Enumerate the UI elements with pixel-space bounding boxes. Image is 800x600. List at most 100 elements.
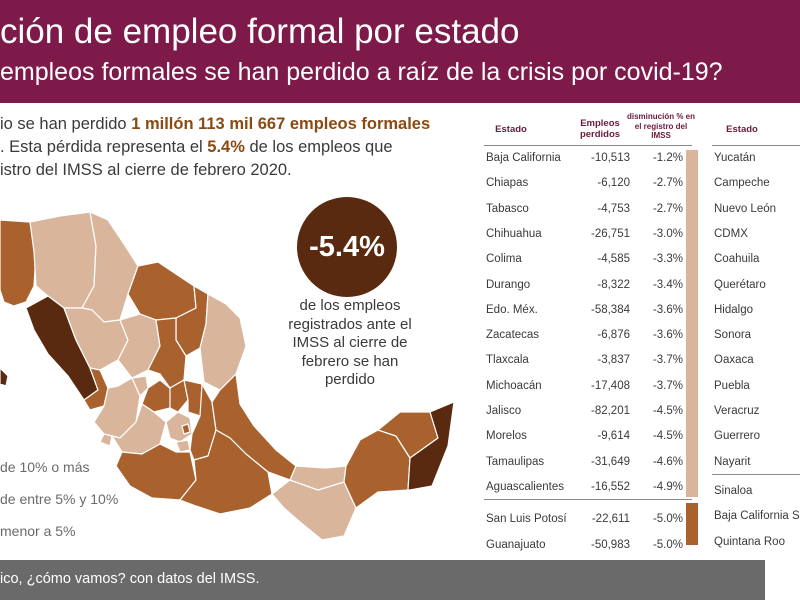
table1-cell-empleos: -10,513 [590,152,630,164]
intro-line-1: io se han perdido 1 millón 113 mil 667 e… [0,113,460,136]
intro-text-1a: io se han perdido [0,115,132,133]
table1-cell-pct: -2.7% [652,177,683,190]
table1-cell-estado: Tlaxcala [486,354,529,367]
legend-item-high: de 10% o más [0,459,90,475]
table1-header-divider [484,145,692,146]
table2-cell-estado: Coahuila [714,253,760,266]
table2-header-estado: Estado [726,124,758,135]
table1-cell-estado: Aguascalientes [486,480,564,493]
table1-cell-empleos: -6,876 [597,329,630,342]
table2-cell-estado: Veracruz [714,405,760,417]
table1-cell-estado: San Luis Potosí [486,513,567,526]
table1-cell-estado: Michoacán [486,379,542,392]
table1-cell-empleos: -31,649 [590,455,630,468]
table1-cell-pct: -3.6% [652,329,683,342]
table1-cell-pct: -3.7% [652,354,683,367]
map-state-nayarit [83,367,109,411]
table1-cell-empleos: -26,751 [590,227,630,240]
table2-cell-estado: Nuevo León [714,202,777,215]
table1-cell-pct: -4.6% [652,455,683,468]
table1-cell-empleos: -82,201 [590,405,630,417]
table1-header-disminucion: disminución % en el registro del IMSS [626,112,695,140]
table1-cell-estado: Edo. Méx. [486,303,538,316]
table2-cell-estado: Yucatán [714,152,756,164]
table2-cell-estado: Sinaloa [714,484,753,497]
table1-bar-mid [686,503,698,545]
table2-cell-estado: Nayarit [714,455,751,468]
table1-cell-empleos: -17,408 [590,379,630,392]
map-state-morelos [175,439,191,453]
table2-cell-estado: Baja California S [714,510,800,523]
table2-cell-estado: Hidalgo [714,303,753,316]
legend-item-mid: de entre 5% y 10% [0,491,119,507]
intro-text: io se han perdido 1 millón 113 mil 667 e… [0,113,460,182]
intro-highlight-total: 1 millón 113 mil 667 empleos formales [131,115,431,133]
table1-cell-estado: Tamaulipas [486,455,545,468]
table1-cell-empleos: -50,983 [590,538,630,551]
table1-cell-estado: Colima [486,253,522,266]
table1-cell-empleos: -4,585 [597,253,630,266]
page-subtitle: empleos formales se han perdido a raíz d… [0,58,723,86]
table1-cell-estado: Jalisco [486,405,522,417]
table1-bar-low [686,150,698,497]
table1-cell-pct: -1.2% [652,152,683,164]
table1-cell-pct: -3.6% [652,303,683,316]
table1-cell-empleos: -4,753 [597,202,630,215]
table1-cell-estado: Morelos [486,430,527,443]
table2-header-divider [712,145,800,146]
map-state-baja-california [0,219,37,307]
table1-cell-empleos: -3,837 [597,354,630,367]
map-state-colima [99,433,113,447]
table1-cell-estado: Tabasco [486,202,529,215]
intro-text-2a: . Esta pérdida representa el [0,138,208,156]
intro-text-2c: de los empleos que [244,138,393,156]
table2-cell-estado: Quintana Roo [714,535,785,548]
table1-cell-estado: Durango [486,278,531,291]
percent-circle: -5.4% [297,197,397,297]
table2-group-divider [712,474,800,475]
table1-cell-empleos: -8,322 [597,278,630,291]
table1-cell-empleos: -6,120 [597,177,630,190]
table2-cell-estado: Guerrero [714,430,761,443]
percent-value: -5.4% [309,230,385,263]
percent-caption: de los empleos registrados ante el IMSS … [288,297,412,388]
table1-cell-pct: -4.5% [652,430,683,443]
table1-cell-estado: Chihuahua [486,227,542,240]
source-footer: ico, ¿cómo vamos? con datos del IMSS. [0,560,765,600]
table1-group-divider [484,499,692,500]
map-state-tamaulipas [199,293,247,391]
map-state-sonora [29,211,97,309]
table1-cell-pct: -4.9% [652,480,683,493]
map-state-cdmx [181,423,191,435]
mexico-map [0,211,455,541]
legend-item-low: menor a 5% [0,523,76,539]
table2-cell-estado: Puebla [714,379,750,392]
source-text: ico, ¿cómo vamos? con datos del IMSS. [0,571,260,587]
table1-cell-empleos: -22,611 [591,513,630,526]
map-state-coahuila [127,261,197,321]
table1-cell-estado: Chiapas [486,177,529,190]
table1-cell-pct: -5.0% [652,513,683,526]
page-title: ción de empleo formal por estado [0,12,520,51]
table2-cell-estado: Oaxaca [714,354,754,367]
table2-cell-estado: CDMX [714,227,748,240]
table1-cell-pct: -3.0% [652,227,683,240]
map-state-guerrero [115,443,197,501]
table1-cell-pct: -4.5% [652,405,683,417]
table2-cell-estado: Sonora [714,329,752,342]
intro-line-3: istro del IMSS al cierre de febrero 2020… [0,161,292,179]
table1-cell-estado: Baja California [486,152,561,164]
table2-cell-estado: Querétaro [714,278,766,291]
header-banner: ción de empleo formal por estado empleos… [0,0,800,103]
table1-cell-empleos: -58,384 [590,303,630,316]
table1-cell-pct: -2.7% [652,202,683,215]
table1-cell-pct: -3.4% [652,278,683,291]
table1-cell-empleos: -16,552 [590,480,630,493]
table1-cell-estado: Guanajuato [486,538,546,551]
table2-cell-estado: Campeche [714,177,770,190]
table1-header-empleos: Empleos perdidos [579,118,621,140]
intro-line-2: . Esta pérdida representa el 5.4% de los… [0,136,460,159]
map-state-quintana-roo [407,401,455,491]
table1-cell-empleos: -9,614 [597,430,630,443]
table1-cell-estado: Zacatecas [486,329,540,342]
